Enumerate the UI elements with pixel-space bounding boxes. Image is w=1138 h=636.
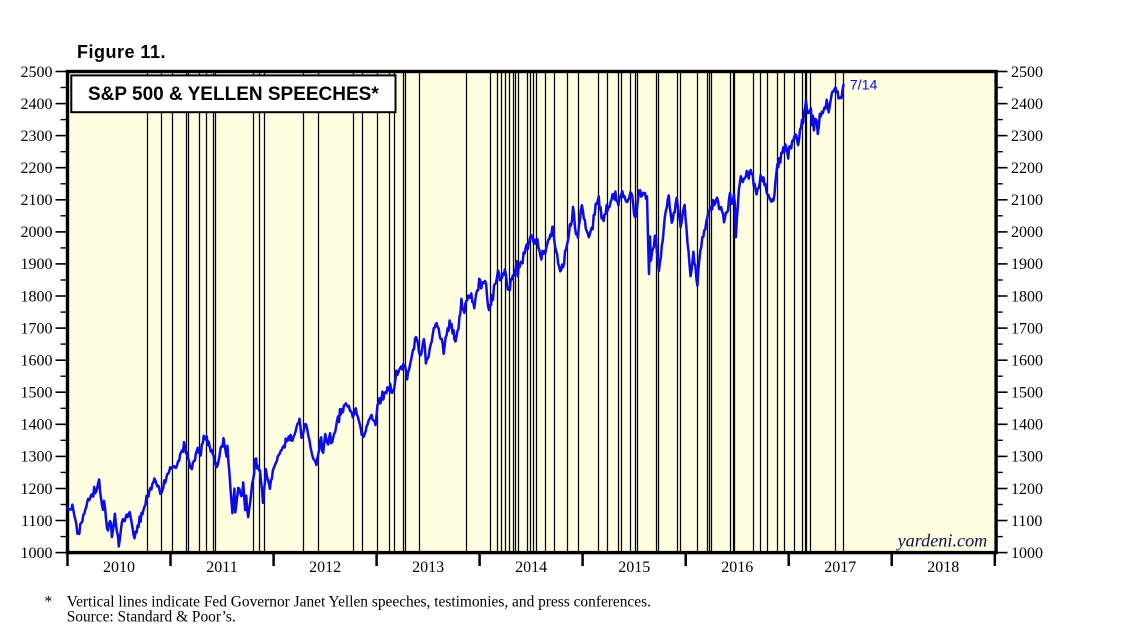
svg-text:Source: Standard & Poor’s.: Source: Standard & Poor’s. bbox=[67, 609, 236, 626]
svg-text:2016: 2016 bbox=[721, 559, 753, 576]
svg-text:2400: 2400 bbox=[21, 96, 53, 113]
svg-text:2013: 2013 bbox=[412, 559, 444, 576]
svg-text:2011: 2011 bbox=[206, 559, 237, 576]
svg-text:1400: 1400 bbox=[1011, 417, 1043, 434]
svg-text:yardeni.com: yardeni.com bbox=[896, 530, 988, 550]
svg-text:1000: 1000 bbox=[1011, 545, 1043, 562]
svg-text:2014: 2014 bbox=[515, 559, 547, 576]
svg-text:1200: 1200 bbox=[21, 481, 53, 498]
svg-text:2015: 2015 bbox=[618, 559, 650, 576]
svg-text:1200: 1200 bbox=[1011, 481, 1043, 498]
svg-text:Vertical lines indicate Fed Go: Vertical lines indicate Fed Governor Jan… bbox=[67, 593, 651, 610]
svg-text:1400: 1400 bbox=[21, 417, 53, 434]
svg-text:1900: 1900 bbox=[1011, 256, 1043, 273]
svg-text:2500: 2500 bbox=[1011, 64, 1043, 81]
svg-text:1500: 1500 bbox=[21, 385, 53, 402]
svg-text:2000: 2000 bbox=[1011, 224, 1043, 241]
svg-text:1800: 1800 bbox=[1011, 288, 1043, 305]
svg-text:2018: 2018 bbox=[927, 559, 959, 576]
svg-text:1800: 1800 bbox=[21, 288, 53, 305]
svg-text:2200: 2200 bbox=[1011, 160, 1043, 177]
svg-text:1100: 1100 bbox=[1011, 513, 1042, 530]
svg-text:2300: 2300 bbox=[21, 128, 53, 145]
svg-text:1500: 1500 bbox=[1011, 385, 1043, 402]
svg-text:1100: 1100 bbox=[21, 513, 52, 530]
svg-text:2010: 2010 bbox=[103, 559, 135, 576]
svg-text:2400: 2400 bbox=[1011, 96, 1043, 113]
svg-text:2100: 2100 bbox=[1011, 192, 1043, 209]
svg-text:1700: 1700 bbox=[1011, 320, 1043, 337]
svg-text:1900: 1900 bbox=[21, 256, 53, 273]
svg-text:2300: 2300 bbox=[1011, 128, 1043, 145]
svg-text:2200: 2200 bbox=[21, 160, 53, 177]
svg-text:*: * bbox=[45, 593, 53, 610]
svg-text:7/14: 7/14 bbox=[850, 77, 878, 93]
svg-text:1300: 1300 bbox=[1011, 449, 1043, 466]
svg-text:2000: 2000 bbox=[21, 224, 53, 241]
svg-text:2017: 2017 bbox=[824, 559, 856, 576]
svg-text:2012: 2012 bbox=[309, 559, 341, 576]
svg-text:1300: 1300 bbox=[21, 449, 53, 466]
svg-text:1600: 1600 bbox=[1011, 353, 1043, 370]
svg-text:1600: 1600 bbox=[21, 353, 53, 370]
svg-text:1000: 1000 bbox=[21, 545, 53, 562]
svg-text:2100: 2100 bbox=[21, 192, 53, 209]
svg-text:Figure 11.: Figure 11. bbox=[77, 42, 166, 62]
svg-text:S&P 500 & YELLEN SPEECHES*: S&P 500 & YELLEN SPEECHES* bbox=[88, 84, 379, 105]
svg-text:2500: 2500 bbox=[21, 64, 53, 81]
svg-text:1700: 1700 bbox=[21, 320, 53, 337]
